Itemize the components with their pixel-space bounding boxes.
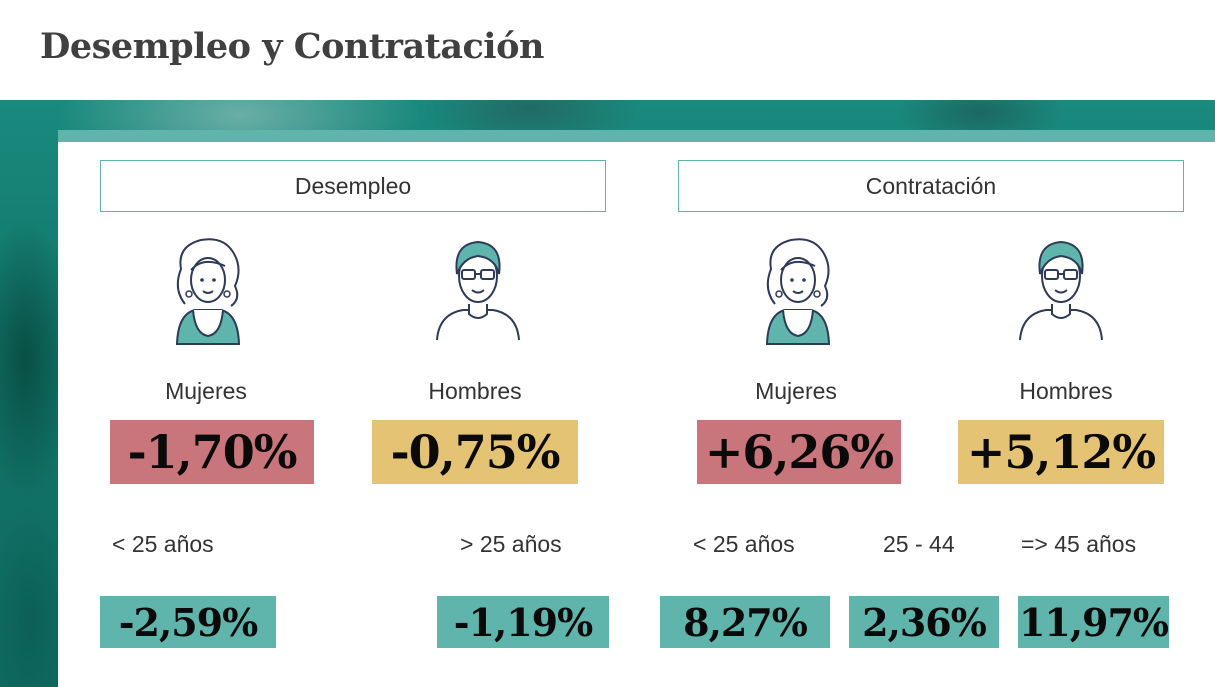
contratacion-age-value: 8,27% — [660, 596, 830, 648]
contratacion-mujeres-label: Mujeres — [755, 378, 837, 404]
contratacion-hombres-value: +5,12% — [958, 420, 1164, 484]
man-avatar-icon — [1019, 240, 1103, 341]
contratacion-mujeres-value: +6,26% — [697, 420, 901, 484]
contratacion-age-value: 2,36% — [849, 596, 999, 648]
woman-avatar-icon — [765, 238, 831, 345]
contratacion-age-label: < 25 años — [693, 531, 795, 557]
contratacion-age-label: => 45 años — [1021, 531, 1137, 557]
desempleo-age-value: -1,19% — [437, 596, 609, 648]
contratacion-heading: Contratación — [678, 160, 1184, 212]
desempleo-age-value: -2,59% — [100, 596, 276, 648]
contratacion-age-label: 25 - 44 — [883, 531, 955, 557]
contratacion-age-value: 11,97% — [1018, 596, 1169, 648]
desempleo-age-label: < 25 años — [112, 531, 214, 557]
desempleo-heading: Desempleo — [100, 160, 606, 212]
man-avatar-icon — [436, 240, 520, 341]
page-title: Desempleo y Contratación — [40, 26, 544, 67]
desempleo-hombres-label: Hombres — [428, 378, 522, 404]
woman-avatar-icon — [175, 238, 241, 345]
desempleo-mujeres-value: -1,70% — [110, 420, 314, 484]
contratacion-hombres-label: Hombres — [1019, 378, 1113, 404]
desempleo-mujeres-label: Mujeres — [165, 378, 247, 404]
desempleo-age-label: > 25 años — [460, 531, 562, 557]
desempleo-hombres-value: -0,75% — [372, 420, 578, 484]
content-card — [58, 130, 1215, 687]
